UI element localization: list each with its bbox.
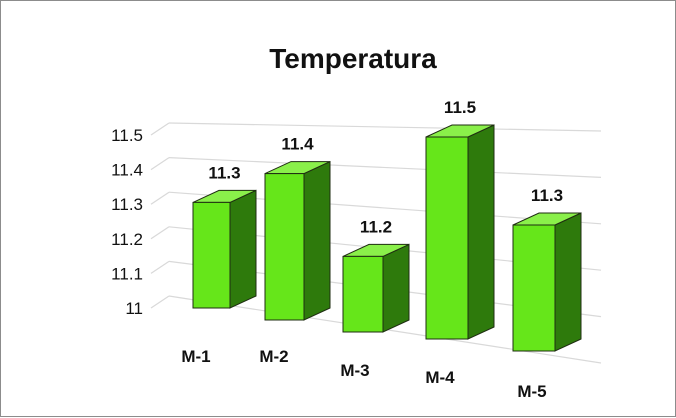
- x-axis-ticks: M-1 M-2 M-3 M-4 M-5: [181, 347, 546, 401]
- data-label: 11.5: [444, 98, 476, 117]
- gridline: [168, 157, 602, 178]
- gridline-stub: [150, 226, 170, 240]
- bar-front-face: [342, 255, 384, 333]
- x-tick-label: M-2: [259, 347, 288, 366]
- bar-side-face: [467, 124, 495, 340]
- y-tick-label: 11: [125, 299, 143, 318]
- gridline-stub: [150, 295, 170, 309]
- bars: [192, 124, 582, 352]
- bar: [512, 212, 582, 352]
- bar-side-face: [303, 160, 331, 321]
- y-tick-label: 11.5: [111, 126, 143, 145]
- bar: [192, 189, 257, 309]
- y-tick-label: 11.3: [111, 195, 143, 214]
- bar-side-face: [554, 212, 582, 352]
- data-label: 11.3: [208, 163, 240, 182]
- y-tick-label: 11.1: [111, 264, 143, 283]
- bar: [264, 160, 331, 321]
- x-tick-label: M-5: [517, 382, 546, 401]
- gridline-stub: [150, 191, 170, 205]
- y-axis-ticks: 11 11.1 11.2 11.3 11.4 11.5: [111, 126, 143, 318]
- chart-title: Temperatura: [269, 43, 437, 74]
- y-tick-label: 11.2: [111, 230, 143, 249]
- gridline-stub: [150, 157, 170, 171]
- bar-front-face: [264, 173, 305, 321]
- bar-front-face: [512, 224, 556, 352]
- data-label: 11.2: [360, 217, 392, 236]
- gridline-stub: [150, 122, 170, 136]
- bar-side-face: [382, 243, 410, 333]
- y-tick-label: 11.4: [111, 161, 143, 180]
- bar-front-face: [192, 201, 231, 309]
- data-labels: 11.3 11.4 11.2 11.5 11.3: [208, 98, 563, 236]
- x-tick-label: M-3: [340, 361, 369, 380]
- bar: [342, 243, 410, 333]
- x-tick-label: M-1: [181, 347, 210, 366]
- bar-side-face: [229, 189, 257, 309]
- x-tick-label: M-4: [425, 368, 455, 387]
- data-label: 11.4: [281, 135, 314, 154]
- bar-front-face: [425, 136, 469, 340]
- gridline: [168, 122, 602, 132]
- data-label: 11.3: [531, 186, 563, 205]
- bar: [425, 124, 495, 340]
- gridline-stub: [150, 260, 170, 274]
